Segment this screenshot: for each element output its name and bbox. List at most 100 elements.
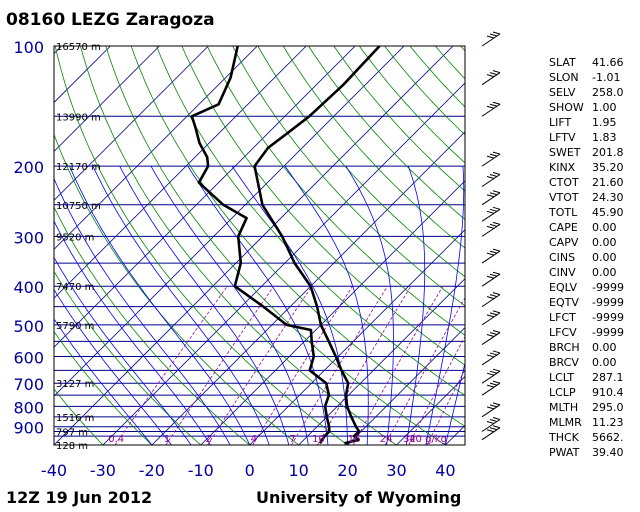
isotherm-line <box>0 46 13 445</box>
index-name: CINV <box>549 266 576 279</box>
wind-barb-flag <box>486 176 495 180</box>
dry-adiabat-line <box>308 46 465 220</box>
isotherm-line <box>54 46 209 201</box>
height-label: 9520 m <box>56 232 94 243</box>
index-row: SLON -1.01 <box>549 70 637 85</box>
wind-barb-flag <box>492 310 501 314</box>
pressure-label: 900 <box>13 419 44 438</box>
index-value: 0.00 <box>592 251 617 264</box>
height-label: 797 m <box>56 427 88 438</box>
wind-barb <box>481 153 501 167</box>
wind-barb-flag <box>486 314 495 318</box>
index-name: LFCT <box>549 311 576 324</box>
index-name: LFCV <box>549 326 577 339</box>
pressure-label: 300 <box>13 228 44 247</box>
mixing-ratio-line <box>384 297 465 445</box>
index-name: THCK <box>549 431 579 444</box>
index-value: 39.40 <box>592 446 624 459</box>
index-row: VTOT 24.30 <box>549 190 637 205</box>
index-value: 295.0 <box>592 401 624 414</box>
temperature-tick-label: -30 <box>90 461 116 480</box>
index-name: CAPV <box>549 236 579 249</box>
index-value: 258.0 <box>592 86 624 99</box>
wind-barb-flag <box>489 419 498 422</box>
moist-adiabat-line <box>119 165 290 445</box>
wind-barb <box>481 250 501 264</box>
dry-adiabat-line <box>54 330 153 445</box>
wind-barb-flag <box>489 273 498 277</box>
index-row: THCK 5662. <box>549 430 637 445</box>
dry-adiabat-line <box>54 388 104 445</box>
moist-adiabat-line <box>405 165 426 445</box>
isotherm-line <box>396 375 465 445</box>
wind-barb-flag <box>492 271 501 275</box>
isotherm-line <box>54 46 160 152</box>
moist-adiabat-line <box>445 361 465 445</box>
pressure-label: 600 <box>13 348 44 367</box>
wind-barb-flag <box>486 334 495 338</box>
temperature-tick-label: 10 <box>288 461 308 480</box>
temperature-tick-label: 20 <box>337 461 357 480</box>
index-name: VTOT <box>549 191 579 204</box>
wind-barb-flag <box>489 223 498 227</box>
dry-adiabat-line <box>232 46 465 307</box>
wind-barb <box>481 33 501 47</box>
isotherm-line <box>54 46 356 348</box>
wind-barb <box>481 273 501 287</box>
wind-barb-flag <box>492 151 501 155</box>
dry-adiabat-line <box>156 46 465 396</box>
mixing-ratio-label: 1 <box>164 434 170 445</box>
index-value: 0.00 <box>592 266 617 279</box>
wind-barb-flag <box>492 417 501 420</box>
index-row: LCLT 287.1 <box>549 370 637 385</box>
wind-barb-flag <box>486 406 495 410</box>
mixing-ratio-line <box>352 285 444 445</box>
dry-adiabat-line <box>54 206 250 445</box>
index-row: BRCV 0.00 <box>549 355 637 370</box>
dry-adiabat-line <box>80 46 397 445</box>
index-row: KINX 35.20 <box>549 160 637 175</box>
wind-barb-flag <box>486 296 495 300</box>
index-row: TOTL 45.90 <box>549 205 637 220</box>
mixing-ratio-label: 40 g/kg <box>409 434 447 445</box>
wind-barb-flag <box>486 35 495 39</box>
dry-adiabat-line <box>257 46 465 278</box>
wind-barb-flag <box>489 250 498 254</box>
data-source: University of Wyoming <box>256 488 462 507</box>
mixing-ratio-line <box>207 285 313 445</box>
stability-indices-table: SLAT 41.66 SLON -1.01 SELV 258.0 SHOW 1.00 LIFT 1… <box>549 55 637 460</box>
wind-barb <box>481 174 501 187</box>
mixing-ratio-label: 0.4 <box>108 434 124 445</box>
wind-barb-flag <box>486 105 495 109</box>
wind-barb-flag <box>489 352 498 356</box>
wind-barb-flag <box>489 192 498 196</box>
index-row: EQTV -9999 <box>549 295 637 310</box>
temperature-tick-label: -40 <box>41 461 67 480</box>
wind-barb-flag <box>492 190 501 194</box>
wind-barb-flag <box>492 350 501 354</box>
temperature-tick-label: 30 <box>386 461 406 480</box>
temperature-tick-label: -10 <box>188 461 214 480</box>
isotherm-line <box>347 327 465 445</box>
mixing-ratio-label: 16 <box>348 434 361 445</box>
mixing-ratio-label: 4 <box>251 434 257 445</box>
index-name: LIFT <box>549 116 572 129</box>
height-label: 5790 m <box>56 321 94 332</box>
dry-adiabat-line <box>54 46 348 445</box>
mixing-ratio-line <box>252 285 353 445</box>
index-row: CTOT 21.60 <box>549 175 637 190</box>
index-value: -9999 <box>592 281 624 294</box>
wind-barb-flag <box>489 208 498 212</box>
moist-adiabat-line <box>54 177 231 445</box>
wind-barb-flag <box>492 330 501 334</box>
wind-barb <box>481 370 501 384</box>
isotherm-line <box>54 46 307 299</box>
index-name: EQLV <box>549 281 578 294</box>
index-row: SLAT 41.66 <box>549 55 637 70</box>
wind-barb-flag <box>489 103 498 107</box>
wind-barb <box>481 352 501 366</box>
wind-barb-flag <box>492 368 501 372</box>
wind-barb <box>481 332 501 345</box>
wind-barb-flag <box>492 380 501 384</box>
